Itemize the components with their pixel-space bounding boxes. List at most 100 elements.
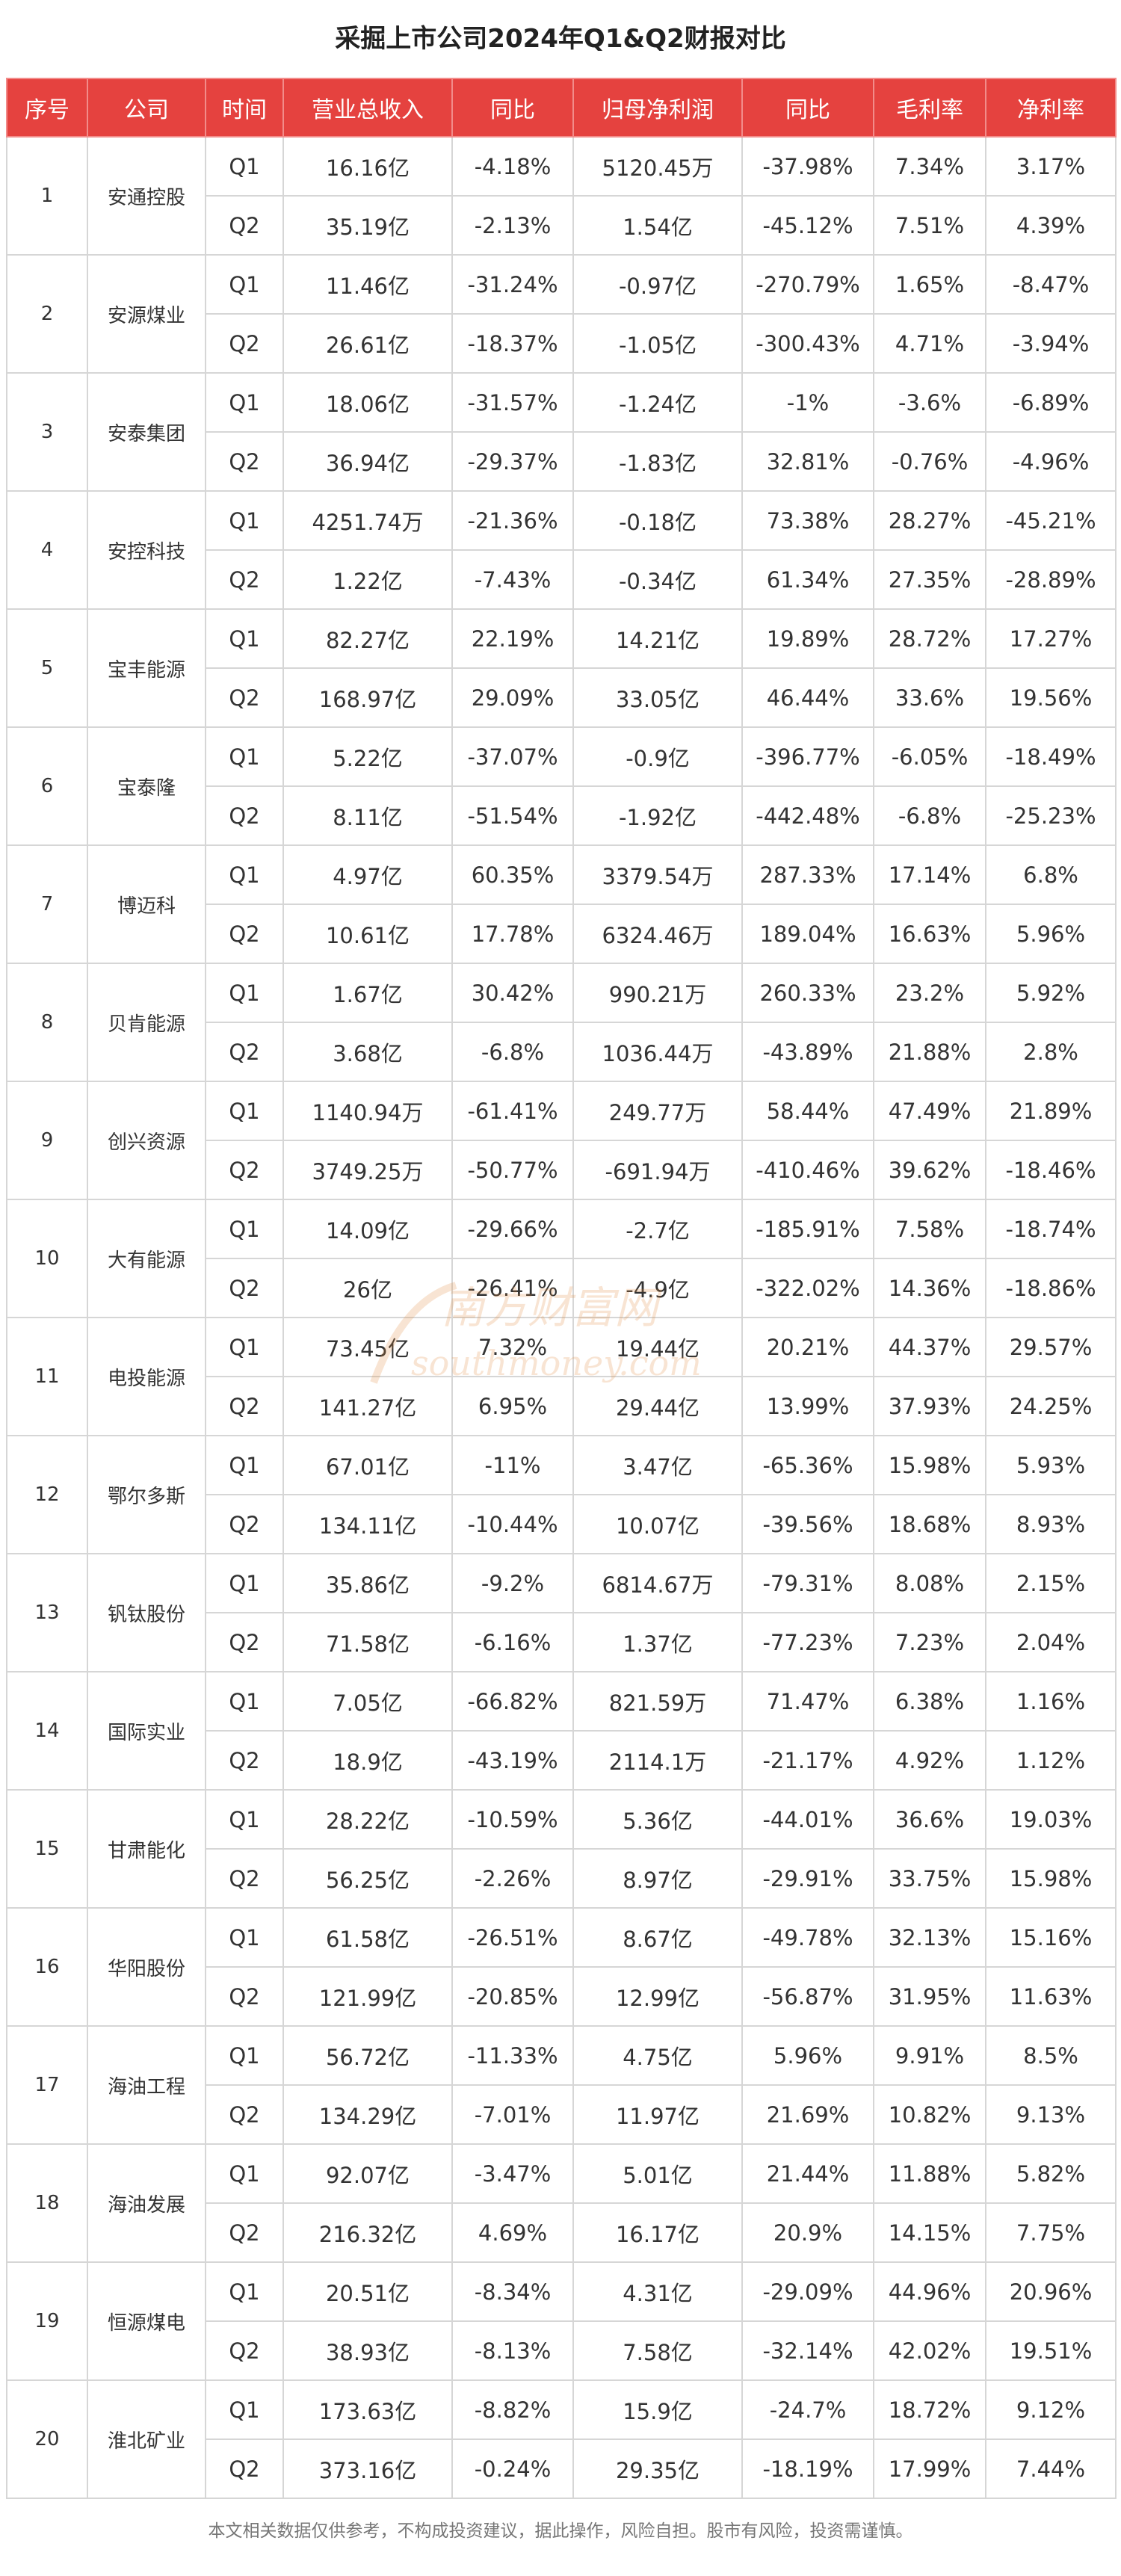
revenue-cell: 7.05亿 — [282, 1671, 453, 1732]
company-cell: 国际实业 — [87, 1671, 206, 1791]
seq-cell: 16 — [6, 1907, 88, 2027]
profit-yoy-cell: -442.48% — [741, 785, 874, 846]
seq-cell: 20 — [6, 2379, 88, 2499]
revenue-cell: 20.51亿 — [282, 2261, 453, 2322]
net-profit-cell: 29.35亿 — [572, 2438, 743, 2499]
period-cell: Q2 — [205, 1730, 284, 1791]
table-row: Q2 373.16亿 -0.24% 29.35亿 -18.19% 17.99% 7.44% — [7, 2438, 1117, 2499]
gross-margin-cell: 28.72% — [873, 608, 986, 669]
profit-yoy-cell: 71.47% — [741, 1671, 874, 1732]
table-row: Q2 56.25亿 -2.26% 8.97亿 -29.91% 33.75% 15.98% — [7, 1848, 1117, 1909]
net-profit-cell: -2.7亿 — [572, 1199, 743, 1259]
company-cell: 安控科技 — [87, 490, 206, 610]
net-profit-cell: 249.77万 — [572, 1081, 743, 1141]
net-profit-cell: 12.99亿 — [572, 1966, 743, 2027]
gross-margin-cell: 17.99% — [873, 2438, 986, 2499]
period-cell: Q2 — [205, 1966, 284, 2027]
gross-margin-cell: 7.51% — [873, 195, 986, 256]
net-margin-cell: -18.46% — [985, 1140, 1117, 1200]
revenue-cell: 82.27亿 — [282, 608, 453, 669]
seq-cell: 14 — [6, 1671, 88, 1791]
period-cell: Q1 — [205, 372, 284, 433]
revenue-yoy-cell: -20.85% — [451, 1966, 574, 2027]
period-cell: Q2 — [205, 313, 284, 374]
table-row: Q2 35.19亿 -2.13% 1.54亿 -45.12% 7.51% 4.39% — [7, 195, 1117, 256]
company-cell: 创兴资源 — [87, 1081, 206, 1200]
net-profit-cell: 3.47亿 — [572, 1435, 743, 1495]
period-cell: Q1 — [205, 2025, 284, 2086]
profit-yoy-cell: -1% — [741, 372, 874, 433]
profit-yoy-cell: -79.31% — [741, 1553, 874, 1613]
revenue-yoy-cell: -18.37% — [451, 313, 574, 374]
gross-margin-cell: 11.88% — [873, 2143, 986, 2204]
period-cell: Q2 — [205, 1258, 284, 1318]
header-revenue: 营业总收入 — [282, 78, 453, 138]
period-cell: Q1 — [205, 1789, 284, 1850]
revenue-yoy-cell: -29.37% — [451, 431, 574, 492]
profit-yoy-cell: 21.44% — [741, 2143, 874, 2204]
gross-margin-cell: 7.23% — [873, 1612, 986, 1672]
profit-yoy-cell: -18.19% — [741, 2438, 874, 2499]
profit-yoy-cell: 260.33% — [741, 963, 874, 1023]
net-margin-cell: -45.21% — [985, 490, 1117, 551]
net-profit-cell: 15.9亿 — [572, 2379, 743, 2440]
table-row: Q2 3.68亿 -6.8% 1036.44万 -43.89% 21.88% 2.8% — [7, 1022, 1117, 1082]
net-margin-cell: -3.94% — [985, 313, 1117, 374]
company-cell: 大有能源 — [87, 1199, 206, 1318]
table-header-row: 序号 公司 时间 营业总收入 同比 归母净利润 同比 毛利率 净利率 — [6, 78, 1117, 138]
period-cell: Q1 — [205, 2261, 284, 2322]
revenue-yoy-cell: -8.34% — [451, 2261, 574, 2322]
net-profit-cell: 33.05亿 — [572, 667, 743, 728]
header-gross-margin: 毛利率 — [873, 78, 986, 138]
net-margin-cell: 7.75% — [985, 2202, 1117, 2263]
gross-margin-cell: 4.71% — [873, 313, 986, 374]
net-margin-cell: 24.25% — [985, 1376, 1117, 1436]
net-profit-cell: -4.9亿 — [572, 1258, 743, 1318]
gross-margin-cell: 6.38% — [873, 1671, 986, 1732]
net-margin-cell: 17.27% — [985, 608, 1117, 669]
period-cell: Q1 — [205, 1553, 284, 1613]
table-row: Q2 216.32亿 4.69% 16.17亿 20.9% 14.15% 7.75% — [7, 2202, 1117, 2263]
revenue-cell: 3.68亿 — [282, 1022, 453, 1082]
gross-margin-cell: 18.72% — [873, 2379, 986, 2440]
table-row: Q2 36.94亿 -29.37% -1.83亿 32.81% -0.76% -4.96% — [7, 431, 1117, 492]
header-net-profit: 归母净利润 — [572, 78, 743, 138]
period-cell: Q1 — [205, 1907, 284, 1968]
revenue-cell: 73.45亿 — [282, 1317, 453, 1377]
net-profit-cell: 1036.44万 — [572, 1022, 743, 1082]
table-row: 3 安泰集团 Q1 18.06亿 -31.57% -1.24亿 -1% -3.6% -6.89% — [6, 372, 1117, 492]
period-cell: Q2 — [205, 2084, 284, 2145]
revenue-cell: 10.61亿 — [282, 904, 453, 964]
table-row: Q2 26.61亿 -18.37% -1.05亿 -300.43% 4.71% -3.94% — [7, 313, 1117, 374]
table-row: Q2 141.27亿 6.95% 29.44亿 13.99% 37.93% 24.25% — [7, 1376, 1117, 1436]
table-row: 14 国际实业 Q1 7.05亿 -66.82% 821.59万 71.47% 6.38% 1.… — [6, 1671, 1117, 1791]
revenue-cell: 26.61亿 — [282, 313, 453, 374]
revenue-cell: 11.46亿 — [282, 254, 453, 315]
revenue-cell: 35.19亿 — [282, 195, 453, 256]
revenue-yoy-cell: -6.16% — [451, 1612, 574, 1672]
net-profit-cell: 5120.45万 — [572, 136, 743, 197]
profit-yoy-cell: -410.46% — [741, 1140, 874, 1200]
revenue-cell: 14.09亿 — [282, 1199, 453, 1259]
revenue-cell: 134.11亿 — [282, 1494, 453, 1554]
profit-yoy-cell: -29.91% — [741, 1848, 874, 1909]
net-profit-cell: -1.24亿 — [572, 372, 743, 433]
table-body: 1 安通控股 Q1 16.16亿 -4.18% 5120.45万 -37.98% 7.34% 3… — [6, 136, 1117, 2499]
seq-cell: 12 — [6, 1435, 88, 1554]
revenue-yoy-cell: 30.42% — [451, 963, 574, 1023]
company-cell: 安泰集团 — [87, 372, 206, 492]
period-cell: Q2 — [205, 1494, 284, 1554]
table-row: 4 安控科技 Q1 4251.74万 -21.36% -0.18亿 73.38% 28.27%… — [6, 490, 1117, 610]
period-cell: Q2 — [205, 904, 284, 964]
seq-cell: 2 — [6, 254, 88, 374]
net-margin-cell: 21.89% — [985, 1081, 1117, 1141]
net-profit-cell: 1.54亿 — [572, 195, 743, 256]
revenue-yoy-cell: 60.35% — [451, 844, 574, 905]
revenue-cell: 92.07亿 — [282, 2143, 453, 2204]
period-cell: Q2 — [205, 1140, 284, 1200]
gross-margin-cell: 10.82% — [873, 2084, 986, 2145]
table-row: Q2 134.29亿 -7.01% 11.97亿 21.69% 10.82% 9.13% — [7, 2084, 1117, 2145]
period-cell: Q2 — [205, 431, 284, 492]
gross-margin-cell: 8.08% — [873, 1553, 986, 1613]
gross-margin-cell: 31.95% — [873, 1966, 986, 2027]
